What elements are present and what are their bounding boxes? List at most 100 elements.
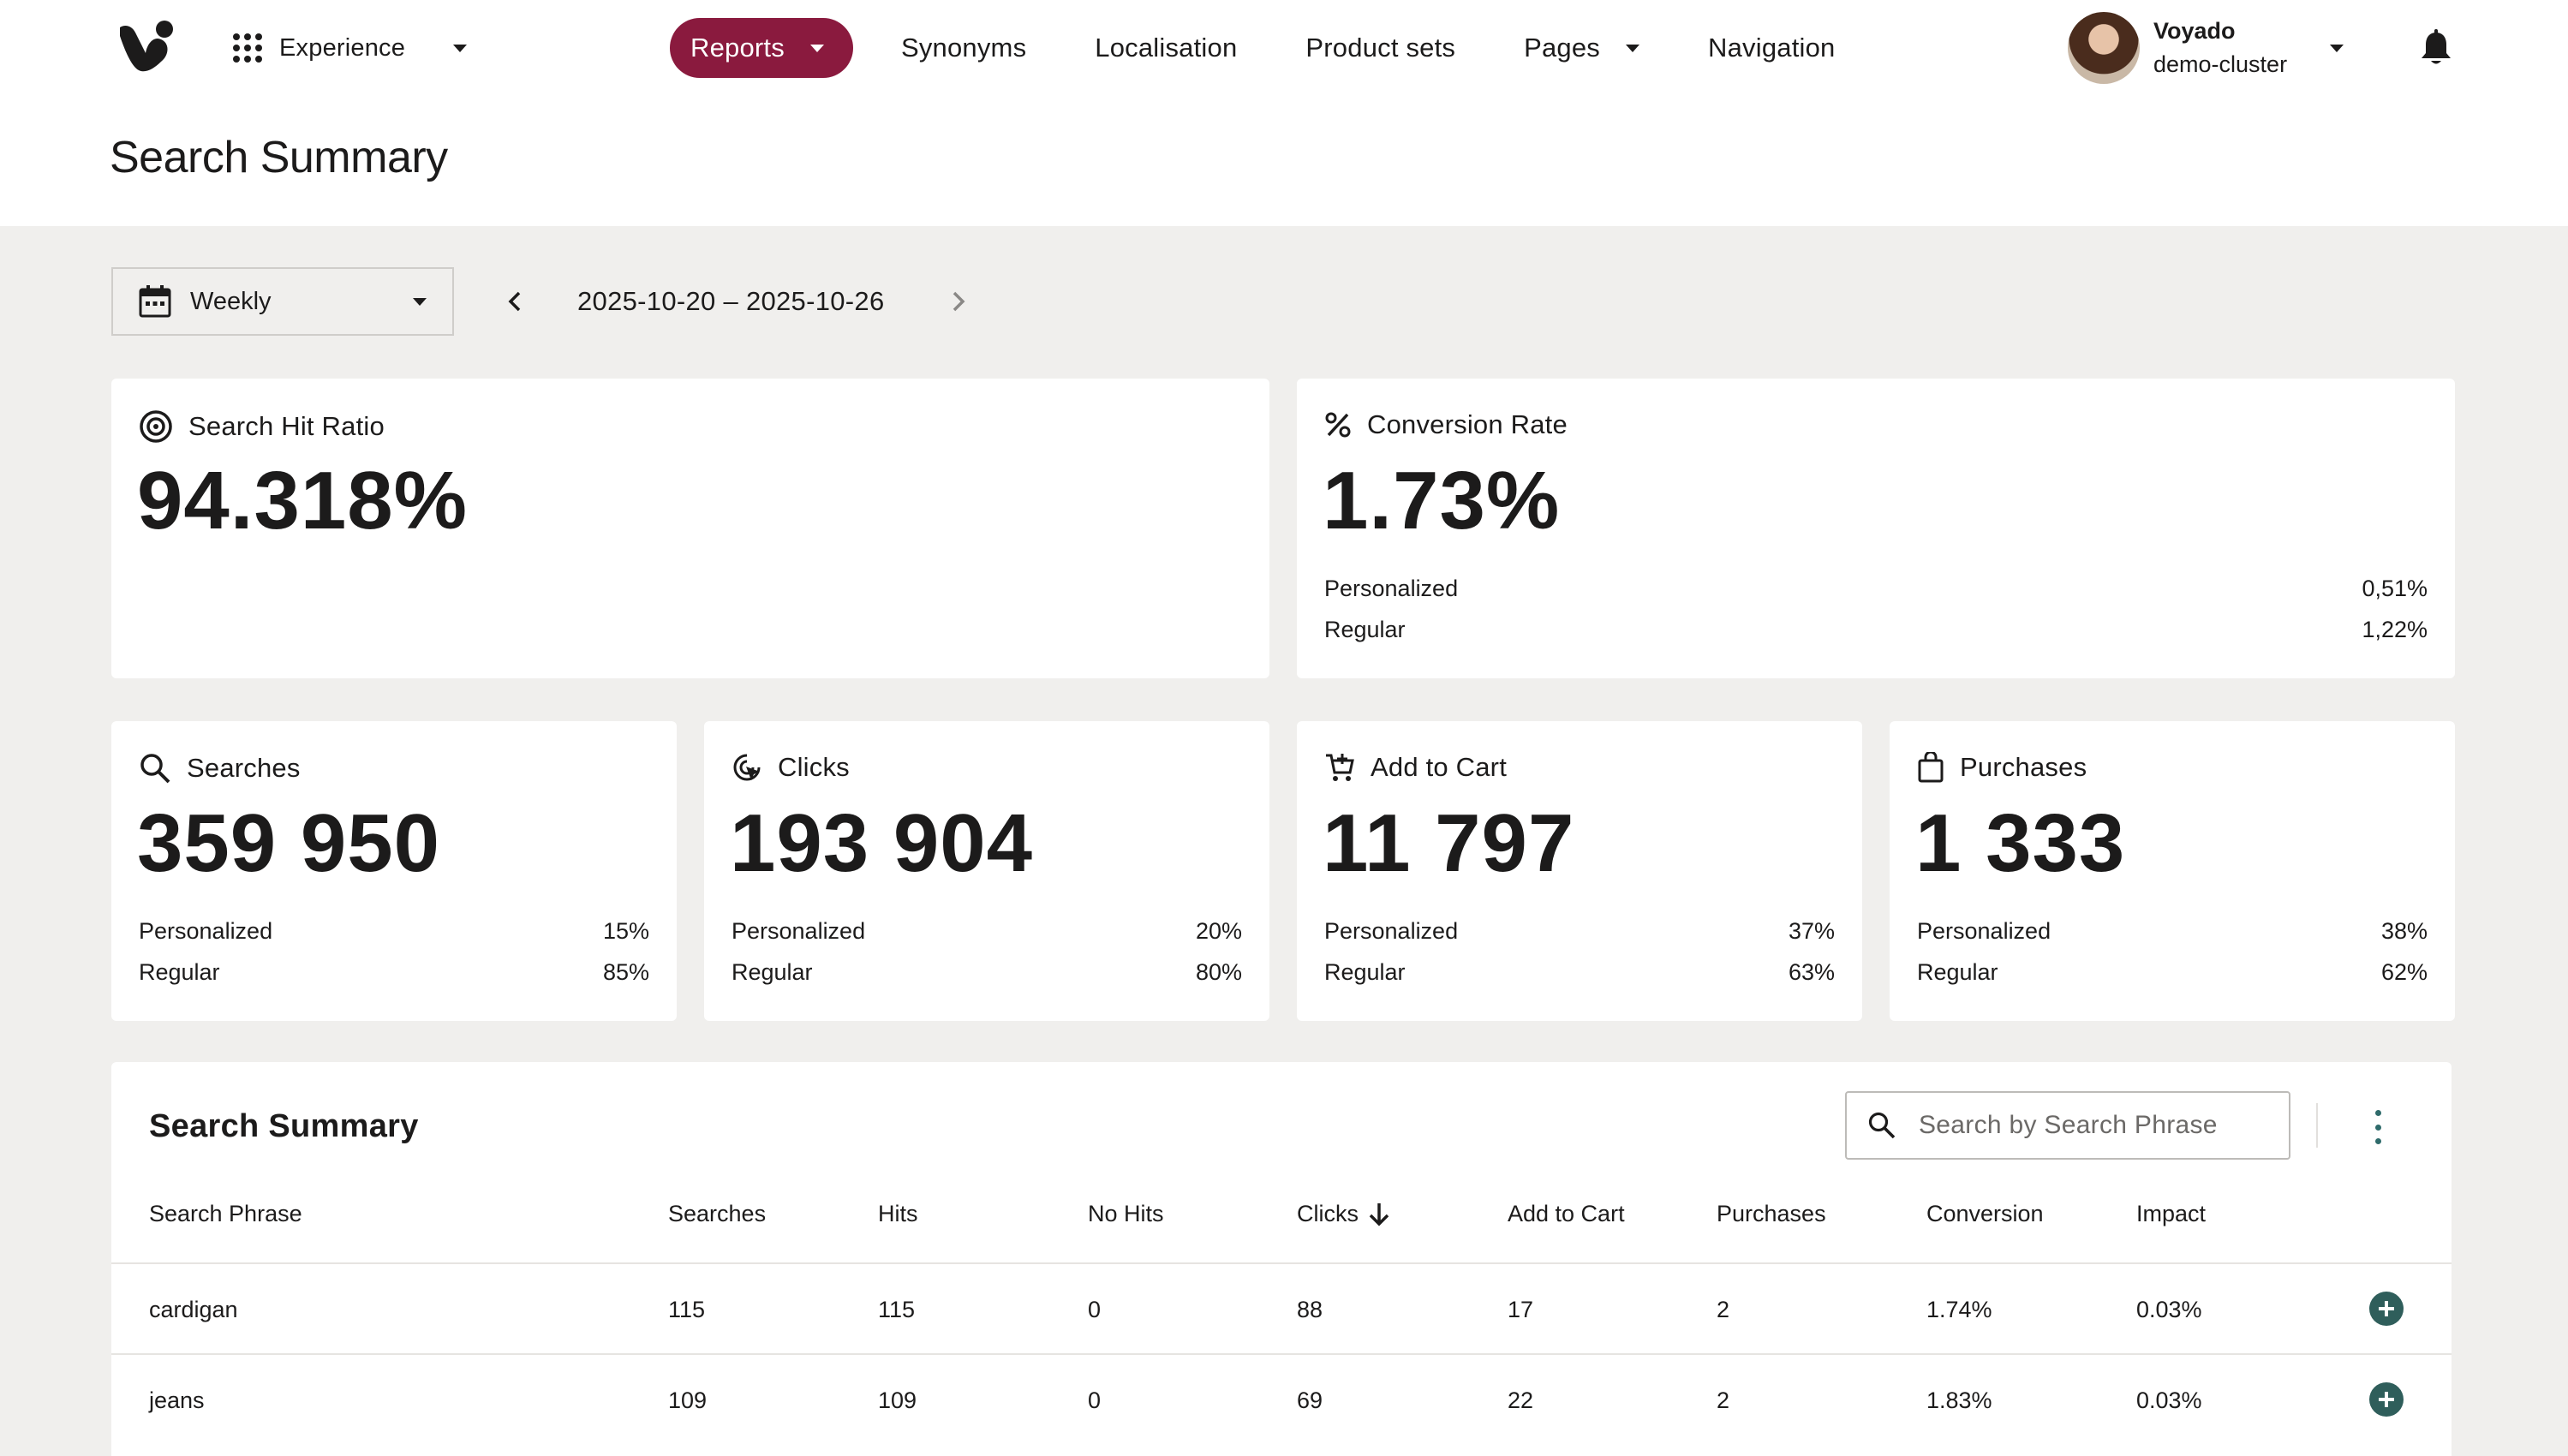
- row-value: 62%: [2380, 959, 2428, 985]
- nav-synonyms[interactable]: Synonyms: [901, 33, 1026, 63]
- cell-searches: 109: [668, 1387, 708, 1413]
- bell-icon[interactable]: [2419, 29, 2453, 67]
- cell-purchases: 2: [1717, 1297, 1730, 1322]
- kpi-label: Conversion Rate: [1367, 409, 1568, 439]
- user-cluster: demo-cluster: [2153, 51, 2288, 77]
- kpi-value: 1.73%: [1323, 455, 1561, 546]
- kpi-label: Searches: [187, 753, 301, 783]
- row-value: 85%: [602, 959, 649, 985]
- kpi-row-regular: Regular 1,22%: [1324, 617, 2428, 643]
- chevron-left-icon[interactable]: [500, 286, 531, 317]
- row-value: 80%: [1195, 959, 1242, 985]
- divider: [111, 1262, 2452, 1264]
- cell-conversion: 1.74%: [1926, 1297, 1992, 1322]
- column-header[interactable]: Add to Cart: [1508, 1201, 1625, 1226]
- user-name: Voyado: [2153, 18, 2236, 44]
- cart-icon: [1326, 754, 1354, 781]
- chevron-right-icon[interactable]: [942, 286, 973, 317]
- nav-navigation[interactable]: Navigation: [1708, 33, 1835, 63]
- nav-localisation[interactable]: Localisation: [1095, 33, 1237, 63]
- kpi-card-searches: Searches 359 950 Personalized 15% Regula…: [111, 721, 677, 1021]
- workspace-switcher[interactable]: Experience: [233, 31, 468, 65]
- column-header[interactable]: Search Phrase: [149, 1201, 302, 1226]
- kpi-row-personalized: Personalized 20%: [732, 918, 1242, 945]
- nav-product-sets[interactable]: Product sets: [1305, 33, 1455, 63]
- cell-search-phrase: jeans: [149, 1387, 205, 1413]
- kpi-card-conversion: Conversion Rate 1.73% Personalized 0,51%…: [1297, 379, 2455, 678]
- divider: [2316, 1103, 2318, 1148]
- row-label: Personalized: [139, 918, 273, 944]
- nav-reports[interactable]: Reports: [670, 18, 853, 78]
- user-menu[interactable]: Voyado demo-cluster: [2068, 12, 2344, 84]
- column-header[interactable]: Purchases: [1717, 1201, 1826, 1226]
- chevron-down-icon: [1626, 44, 1640, 52]
- cell-no-hits: 0: [1088, 1297, 1102, 1322]
- kpi-card-hit-ratio: Search Hit Ratio 94.318%: [111, 379, 1269, 678]
- kpi-row-regular: Regular 62%: [1917, 959, 2428, 986]
- cell-clicks: 88: [1297, 1297, 1323, 1322]
- column-header[interactable]: Impact: [2136, 1201, 2207, 1226]
- nav-pages[interactable]: Pages: [1524, 33, 1640, 63]
- voyado-logo-icon[interactable]: [116, 17, 176, 77]
- row-value: 20%: [1195, 918, 1242, 944]
- kpi-row-personalized: Personalized 38%: [1917, 918, 2428, 945]
- search-summary-table: Search Summary Search Phrase Searches Hi…: [111, 1062, 2452, 1456]
- cell-no-hits: 0: [1088, 1387, 1102, 1413]
- search-phrase-field[interactable]: [1845, 1091, 2290, 1160]
- more-options-icon[interactable]: [2373, 1110, 2383, 1144]
- column-header[interactable]: Conversion: [1926, 1201, 2044, 1226]
- kpi-row-personalized: Personalized 15%: [139, 918, 649, 945]
- page-title: Search Summary: [110, 133, 448, 182]
- chevron-down-icon: [809, 44, 824, 52]
- cell-impact: 0.03%: [2136, 1297, 2202, 1322]
- kpi-value: 359 950: [137, 797, 441, 889]
- kpi-head: Clicks: [732, 752, 850, 783]
- column-header-label: Clicks: [1297, 1201, 1359, 1226]
- search-phrase-input[interactable]: [1919, 1111, 2278, 1140]
- kpi-label: Clicks: [778, 752, 850, 782]
- cell-searches: 115: [668, 1297, 706, 1322]
- nav-navigation-label: Navigation: [1708, 33, 1836, 63]
- percent-icon: [1325, 412, 1351, 438]
- kpi-row-regular: Regular 80%: [732, 959, 1242, 986]
- column-header-clicks[interactable]: Clicks: [1297, 1201, 1391, 1227]
- kpi-head: Add to Cart: [1324, 752, 1507, 783]
- kpi-value: 94.318%: [137, 455, 468, 546]
- row-value: 38%: [2380, 918, 2428, 944]
- row-label: Personalized: [1324, 918, 1459, 944]
- cell-impact: 0.03%: [2136, 1387, 2202, 1413]
- kpi-card-add-to-cart: Add to Cart 11 797 Personalized 37% Regu…: [1297, 721, 1862, 1021]
- column-header[interactable]: Searches: [668, 1201, 767, 1226]
- period-select[interactable]: Weekly: [111, 267, 454, 336]
- search-icon: [1868, 1112, 1896, 1139]
- kpi-label: Purchases: [1960, 752, 2087, 782]
- row-value: 63%: [1788, 959, 1835, 985]
- nav-product-sets-label: Product sets: [1305, 33, 1456, 63]
- shopping-bag-icon: [1918, 752, 1944, 783]
- kpi-label: Search Hit Ratio: [188, 411, 385, 441]
- kpi-row-personalized: Personalized 37%: [1324, 918, 1835, 945]
- row-label: Personalized: [1324, 576, 1459, 601]
- row-label: Regular: [732, 959, 813, 985]
- kpi-label: Add to Cart: [1371, 752, 1508, 782]
- column-header[interactable]: No Hits: [1088, 1201, 1164, 1226]
- row-label: Personalized: [732, 918, 866, 944]
- kpi-row-regular: Regular 85%: [139, 959, 649, 986]
- kpi-value: 11 797: [1323, 797, 1575, 889]
- kpi-head: Search Hit Ratio: [139, 409, 385, 444]
- nav-pages-label: Pages: [1524, 33, 1601, 63]
- arrow-down-icon: [1369, 1202, 1389, 1226]
- nav-synonyms-label: Synonyms: [900, 33, 1027, 63]
- column-header[interactable]: Hits: [878, 1201, 918, 1226]
- cell-clicks: 69: [1297, 1387, 1323, 1413]
- calendar-icon: [139, 285, 171, 318]
- cell-conversion: 1.83%: [1926, 1387, 1992, 1413]
- apps-grid-icon: [233, 33, 262, 63]
- date-range: 2025-10-20 – 2025-10-26: [577, 286, 885, 316]
- add-circle-icon[interactable]: [2369, 1382, 2404, 1417]
- add-circle-icon[interactable]: [2369, 1292, 2404, 1326]
- cell-add-to-cart: 17: [1508, 1297, 1534, 1322]
- kpi-value: 193 904: [730, 797, 1034, 889]
- search-icon: [140, 754, 170, 784]
- nav-localisation-label: Localisation: [1095, 33, 1238, 63]
